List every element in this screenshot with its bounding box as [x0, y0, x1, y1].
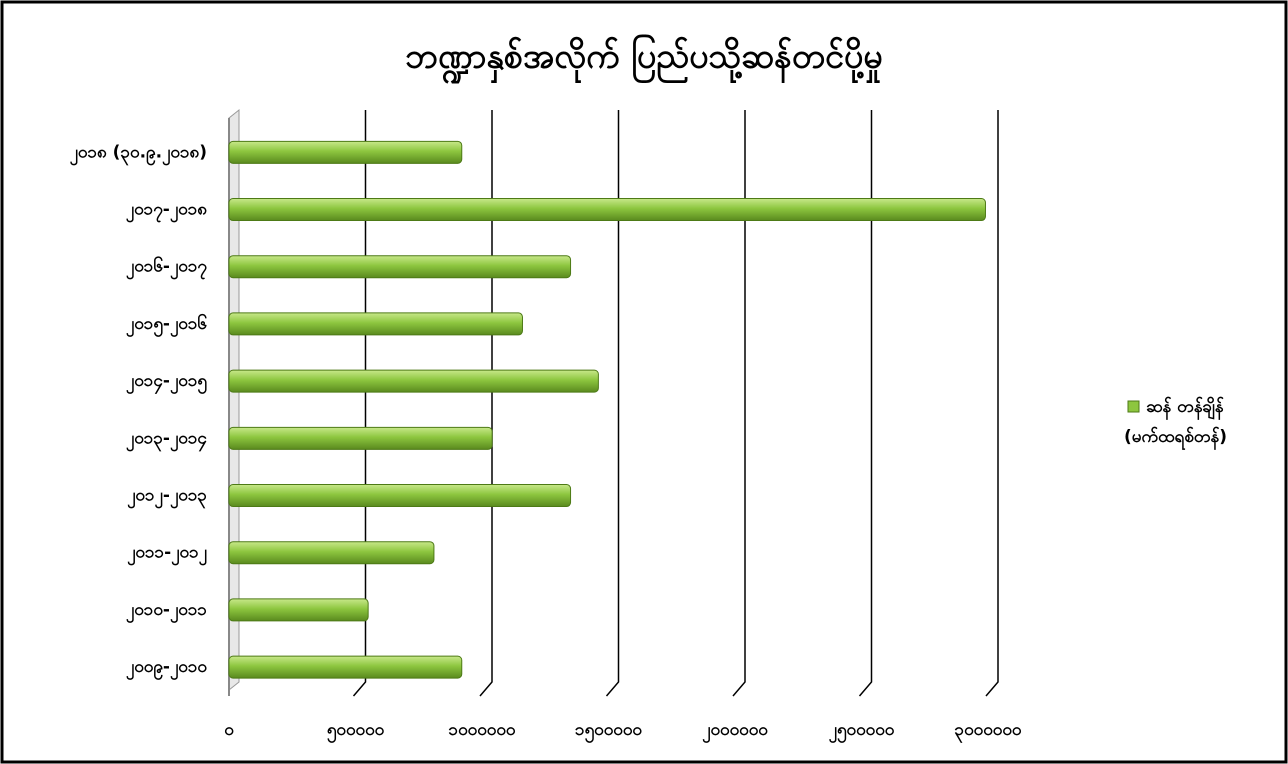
bar: [228, 198, 986, 222]
x-tick-label: ၀: [224, 720, 234, 740]
y-tick-label: ၂၀၁၇-၂၀၁၈: [126, 200, 208, 224]
y-tick-label: ၂၀၁၄-၂၀၁၅: [126, 371, 208, 395]
bar: [228, 255, 572, 279]
y-tick-label: ၂၀၁၈ (၃၀.၉.၂၀၁၈): [70, 142, 207, 166]
bar: [228, 426, 493, 450]
y-tick-label: ၂၀၁၅-၂၀၁၆: [126, 312, 208, 338]
y-tick-label: ၂၀၀၉-၂၀၁၀: [126, 657, 208, 681]
bar: [228, 484, 572, 508]
legend-label: ဆန် တန်ချိန်(မက်ထရစ်တန်): [1124, 396, 1227, 451]
bar: [228, 598, 369, 622]
bar: [228, 140, 463, 164]
grid-line: [985, 110, 999, 697]
x-tick-label: ၁၀၀၀၀၀၀: [449, 720, 516, 740]
grid-line: [732, 110, 746, 697]
bar: [228, 369, 599, 393]
y-tick-label: ၂၀၁၆-၂၀၁၇: [126, 255, 208, 281]
y-tick-label: ၂၀၁၃-၂၀၁၄: [126, 428, 208, 452]
y-tick-label: ၂၀၁၁-၂၀၁၂: [127, 543, 208, 567]
y-tick-label: ၂၀၁၂-၂၀၁၃: [127, 486, 207, 510]
grid-line: [858, 110, 873, 697]
y-tick-label: ၂၀၁၀-၂၀၁၁: [126, 600, 208, 624]
legend-swatch: [1127, 400, 1140, 413]
grid-line: [479, 110, 493, 697]
grid-line: [605, 110, 620, 697]
grid-line: [352, 110, 367, 697]
bar: [228, 655, 463, 679]
bar: [228, 312, 523, 336]
chart-title: ဘဏ္ဍာနှစ်အလိုက် ပြည်ပသို့ဆန်တင်ပို့မှု: [405, 36, 882, 84]
bar: [228, 541, 435, 565]
